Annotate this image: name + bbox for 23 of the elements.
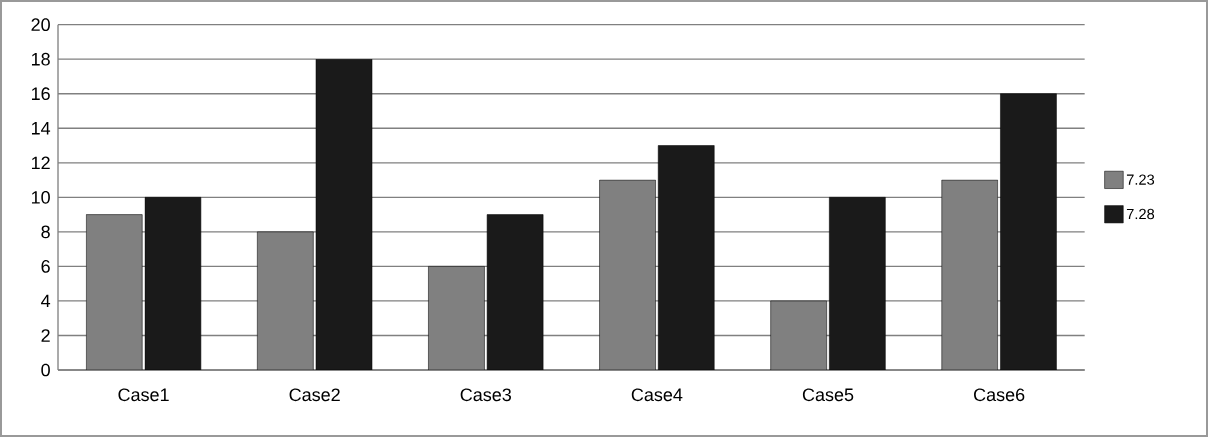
y-tick-label: 8 (41, 225, 50, 239)
y-tick-label: 20 (31, 18, 50, 32)
y-tick-label: 4 (41, 294, 51, 308)
y-tick-label: 16 (31, 87, 50, 101)
y-tick-label: 14 (31, 122, 51, 135)
bar (1000, 93, 1057, 370)
x-tick-label: Case6 (974, 388, 1025, 402)
bar (657, 145, 715, 370)
legend-label: 7.23 (1126, 174, 1155, 185)
bar (144, 197, 202, 370)
x-tick-label: Case1 (118, 388, 169, 402)
y-tick-label: 0 (41, 363, 50, 377)
y-tick-label: 10 (31, 190, 50, 204)
y-tick-label: 18 (31, 52, 50, 66)
x-tick-label: Case4 (631, 388, 683, 402)
x-tick-label: Case2 (289, 388, 340, 402)
bar (829, 197, 886, 370)
y-tick-label: 12 (31, 156, 50, 170)
legend-label: 7.28 (1126, 208, 1155, 220)
y-tick-label: 2 (41, 329, 50, 342)
y-tick-label: 6 (41, 260, 50, 273)
x-tick-label: Case5 (802, 388, 854, 402)
x-tick-label: Case3 (460, 388, 511, 402)
